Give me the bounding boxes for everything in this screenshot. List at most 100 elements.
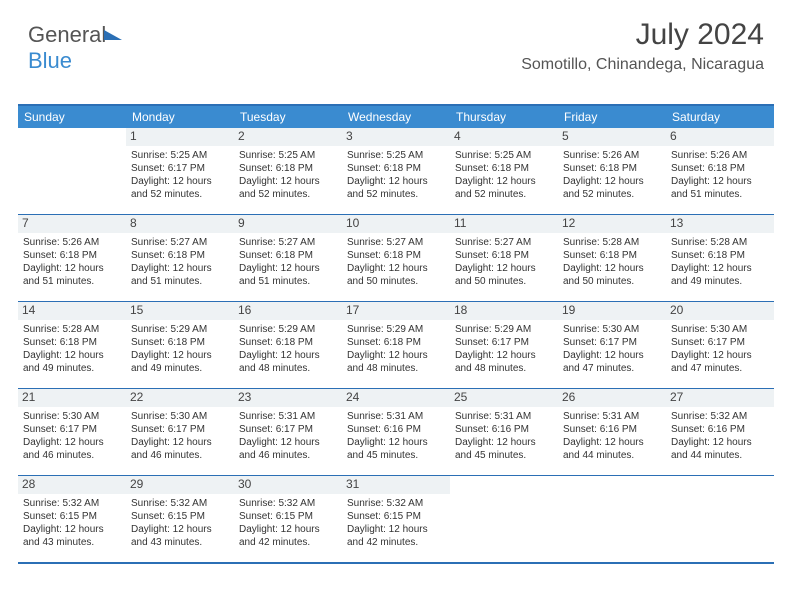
calendar-day: 26Sunrise: 5:31 AMSunset: 6:16 PMDayligh… bbox=[558, 389, 666, 475]
daylight-text: and 48 minutes. bbox=[347, 362, 445, 375]
daylight-text: and 51 minutes. bbox=[239, 275, 337, 288]
calendar-day: 1Sunrise: 5:25 AMSunset: 6:17 PMDaylight… bbox=[126, 128, 234, 214]
calendar-day bbox=[558, 476, 666, 562]
sunrise-text: Sunrise: 5:25 AM bbox=[455, 149, 553, 162]
brand-logo: General Blue bbox=[28, 22, 122, 74]
calendar: SundayMondayTuesdayWednesdayThursdayFrid… bbox=[18, 104, 774, 564]
day-number: 15 bbox=[126, 302, 234, 320]
daylight-text: Daylight: 12 hours bbox=[455, 262, 553, 275]
calendar-day: 24Sunrise: 5:31 AMSunset: 6:16 PMDayligh… bbox=[342, 389, 450, 475]
calendar-day: 7Sunrise: 5:26 AMSunset: 6:18 PMDaylight… bbox=[18, 215, 126, 301]
daylight-text: Daylight: 12 hours bbox=[23, 262, 121, 275]
day-number: 27 bbox=[666, 389, 774, 407]
day-number: 22 bbox=[126, 389, 234, 407]
calendar-day: 29Sunrise: 5:32 AMSunset: 6:15 PMDayligh… bbox=[126, 476, 234, 562]
day-number: 2 bbox=[234, 128, 342, 146]
daylight-text: and 49 minutes. bbox=[671, 275, 769, 288]
sunrise-text: Sunrise: 5:32 AM bbox=[131, 497, 229, 510]
daylight-text: Daylight: 12 hours bbox=[563, 349, 661, 362]
sunrise-text: Sunrise: 5:32 AM bbox=[671, 410, 769, 423]
daylight-text: Daylight: 12 hours bbox=[671, 349, 769, 362]
calendar-day: 17Sunrise: 5:29 AMSunset: 6:18 PMDayligh… bbox=[342, 302, 450, 388]
sunset-text: Sunset: 6:17 PM bbox=[23, 423, 121, 436]
day-number: 24 bbox=[342, 389, 450, 407]
sunset-text: Sunset: 6:18 PM bbox=[455, 249, 553, 262]
calendar-day: 3Sunrise: 5:25 AMSunset: 6:18 PMDaylight… bbox=[342, 128, 450, 214]
daylight-text: Daylight: 12 hours bbox=[131, 349, 229, 362]
daylight-text: and 44 minutes. bbox=[671, 449, 769, 462]
daylight-text: and 49 minutes. bbox=[131, 362, 229, 375]
day-number: 19 bbox=[558, 302, 666, 320]
sunrise-text: Sunrise: 5:28 AM bbox=[563, 236, 661, 249]
daylight-text: Daylight: 12 hours bbox=[563, 436, 661, 449]
daylight-text: Daylight: 12 hours bbox=[347, 175, 445, 188]
sunrise-text: Sunrise: 5:29 AM bbox=[347, 323, 445, 336]
calendar-day: 9Sunrise: 5:27 AMSunset: 6:18 PMDaylight… bbox=[234, 215, 342, 301]
brand-part2: Blue bbox=[28, 48, 72, 73]
day-number: 30 bbox=[234, 476, 342, 494]
sunset-text: Sunset: 6:17 PM bbox=[131, 423, 229, 436]
sunrise-text: Sunrise: 5:31 AM bbox=[563, 410, 661, 423]
daylight-text: Daylight: 12 hours bbox=[23, 436, 121, 449]
sunrise-text: Sunrise: 5:26 AM bbox=[563, 149, 661, 162]
daylight-text: Daylight: 12 hours bbox=[671, 175, 769, 188]
sunrise-text: Sunrise: 5:27 AM bbox=[347, 236, 445, 249]
daylight-text: and 43 minutes. bbox=[23, 536, 121, 549]
daylight-text: Daylight: 12 hours bbox=[563, 262, 661, 275]
daylight-text: and 42 minutes. bbox=[239, 536, 337, 549]
day-number: 10 bbox=[342, 215, 450, 233]
sunset-text: Sunset: 6:18 PM bbox=[131, 249, 229, 262]
sunrise-text: Sunrise: 5:27 AM bbox=[131, 236, 229, 249]
day-of-week: Sunday bbox=[18, 106, 126, 128]
calendar-day: 10Sunrise: 5:27 AMSunset: 6:18 PMDayligh… bbox=[342, 215, 450, 301]
day-number: 4 bbox=[450, 128, 558, 146]
daylight-text: and 44 minutes. bbox=[563, 449, 661, 462]
daylight-text: and 43 minutes. bbox=[131, 536, 229, 549]
daylight-text: and 45 minutes. bbox=[347, 449, 445, 462]
sunrise-text: Sunrise: 5:27 AM bbox=[239, 236, 337, 249]
day-of-week: Thursday bbox=[450, 106, 558, 128]
sunset-text: Sunset: 6:18 PM bbox=[671, 162, 769, 175]
calendar-week: 1Sunrise: 5:25 AMSunset: 6:17 PMDaylight… bbox=[18, 128, 774, 214]
daylight-text: and 51 minutes. bbox=[671, 188, 769, 201]
sunrise-text: Sunrise: 5:32 AM bbox=[347, 497, 445, 510]
daylight-text: Daylight: 12 hours bbox=[23, 349, 121, 362]
page-title: July 2024 bbox=[521, 18, 764, 52]
daylight-text: Daylight: 12 hours bbox=[347, 262, 445, 275]
day-number: 21 bbox=[18, 389, 126, 407]
daylight-text: Daylight: 12 hours bbox=[455, 175, 553, 188]
calendar-day: 20Sunrise: 5:30 AMSunset: 6:17 PMDayligh… bbox=[666, 302, 774, 388]
sunset-text: Sunset: 6:16 PM bbox=[455, 423, 553, 436]
triangle-icon bbox=[104, 30, 122, 40]
sunset-text: Sunset: 6:18 PM bbox=[131, 336, 229, 349]
day-number: 13 bbox=[666, 215, 774, 233]
sunrise-text: Sunrise: 5:32 AM bbox=[239, 497, 337, 510]
daylight-text: Daylight: 12 hours bbox=[239, 523, 337, 536]
sunrise-text: Sunrise: 5:30 AM bbox=[563, 323, 661, 336]
sunset-text: Sunset: 6:16 PM bbox=[347, 423, 445, 436]
calendar-day: 22Sunrise: 5:30 AMSunset: 6:17 PMDayligh… bbox=[126, 389, 234, 475]
calendar-day: 4Sunrise: 5:25 AMSunset: 6:18 PMDaylight… bbox=[450, 128, 558, 214]
sunset-text: Sunset: 6:17 PM bbox=[131, 162, 229, 175]
sunset-text: Sunset: 6:18 PM bbox=[347, 336, 445, 349]
daylight-text: Daylight: 12 hours bbox=[239, 175, 337, 188]
sunset-text: Sunset: 6:17 PM bbox=[563, 336, 661, 349]
sunset-text: Sunset: 6:18 PM bbox=[671, 249, 769, 262]
daylight-text: and 47 minutes. bbox=[563, 362, 661, 375]
calendar-day: 30Sunrise: 5:32 AMSunset: 6:15 PMDayligh… bbox=[234, 476, 342, 562]
calendar-day: 21Sunrise: 5:30 AMSunset: 6:17 PMDayligh… bbox=[18, 389, 126, 475]
day-number: 28 bbox=[18, 476, 126, 494]
daylight-text: and 50 minutes. bbox=[563, 275, 661, 288]
day-number: 3 bbox=[342, 128, 450, 146]
daylight-text: and 46 minutes. bbox=[131, 449, 229, 462]
calendar-day: 23Sunrise: 5:31 AMSunset: 6:17 PMDayligh… bbox=[234, 389, 342, 475]
day-number: 17 bbox=[342, 302, 450, 320]
calendar-day bbox=[18, 128, 126, 214]
daylight-text: and 51 minutes. bbox=[23, 275, 121, 288]
daylight-text: Daylight: 12 hours bbox=[131, 175, 229, 188]
sunrise-text: Sunrise: 5:28 AM bbox=[671, 236, 769, 249]
daylight-text: and 52 minutes. bbox=[239, 188, 337, 201]
sunset-text: Sunset: 6:17 PM bbox=[455, 336, 553, 349]
daylight-text: and 48 minutes. bbox=[239, 362, 337, 375]
calendar-day: 11Sunrise: 5:27 AMSunset: 6:18 PMDayligh… bbox=[450, 215, 558, 301]
